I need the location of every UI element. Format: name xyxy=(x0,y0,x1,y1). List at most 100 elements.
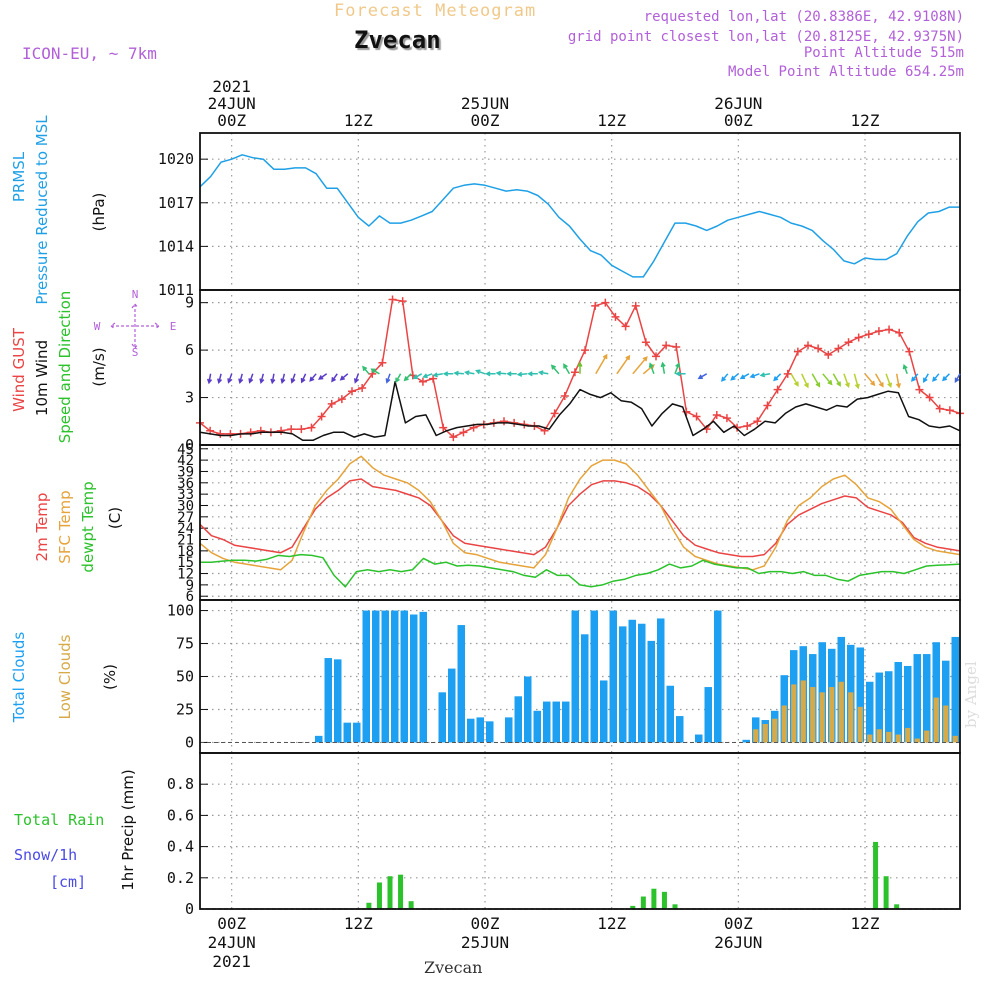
bottom-time-label: 12Z xyxy=(597,914,626,933)
model-point-altitude: Model Point Altitude 654.25m xyxy=(727,64,964,80)
temperature-line-1 xyxy=(199,455,961,571)
top-time-label: 00Z xyxy=(724,111,753,130)
clouds-bar xyxy=(800,680,806,743)
clouds-bar xyxy=(581,634,589,743)
wind-direction-arrow xyxy=(527,371,538,377)
gust-marker xyxy=(692,412,701,421)
clouds-bar xyxy=(543,701,551,743)
wind-direction-arrow xyxy=(227,373,233,384)
gust-marker xyxy=(581,346,590,355)
total-clouds-label: Total Clouds xyxy=(10,632,28,724)
clouds-bar xyxy=(895,734,901,743)
wind-direction-arrow xyxy=(442,371,454,377)
gust-marker xyxy=(905,347,914,356)
credit-watermark: by Angel xyxy=(962,661,980,728)
pressure-line-0 xyxy=(199,154,960,278)
precip-ytick-label: 0.4 xyxy=(167,838,194,856)
clouds-bar xyxy=(772,718,778,743)
gust-marker xyxy=(763,401,772,410)
clouds-unit-label: (%) xyxy=(101,664,119,690)
gust-marker xyxy=(560,391,569,400)
top-time-label: 12Z xyxy=(344,111,373,130)
clouds-bar xyxy=(400,610,408,743)
temperature-ytick-label: 6 xyxy=(186,589,194,605)
clouds-bar xyxy=(829,687,835,743)
pressure-ytick-label: 1011 xyxy=(158,281,194,299)
clouds-bar xyxy=(914,738,920,743)
bottom-time-label: 2021 xyxy=(212,952,251,971)
gust-marker xyxy=(824,350,833,359)
wind-direction-arrow xyxy=(403,373,412,382)
wind-ytick-label: 6 xyxy=(185,341,194,359)
wind-direction-arrow xyxy=(309,373,317,382)
clouds-bar xyxy=(676,716,684,743)
gust-marker xyxy=(418,377,427,386)
clouds-bar xyxy=(562,701,570,743)
wind-direction-arrow xyxy=(495,370,507,376)
wind-line-0 xyxy=(199,298,961,438)
clouds-bar xyxy=(552,701,560,743)
gust-marker xyxy=(550,409,559,418)
temperature-ytick-label: 18 xyxy=(177,544,194,560)
wind-direction-arrow xyxy=(616,354,631,375)
wind-direction-arrow xyxy=(290,373,296,384)
gust-marker xyxy=(814,344,823,353)
wind-direction-arrow xyxy=(874,373,884,388)
gust-marker xyxy=(570,368,579,377)
clouds-bar xyxy=(810,687,816,743)
gust-marker xyxy=(935,404,944,413)
clouds-bar xyxy=(762,723,768,743)
gust-marker xyxy=(256,426,265,435)
wind-direction-arrow xyxy=(577,361,583,374)
clouds-bar xyxy=(372,610,380,743)
wind-direction-arrow xyxy=(300,373,307,384)
gust-marker xyxy=(915,385,924,394)
precip-bar xyxy=(661,891,667,909)
clouds-bar xyxy=(924,730,930,743)
clouds-bar xyxy=(324,658,332,743)
gust-marker xyxy=(348,387,356,396)
wind-direction-arrow xyxy=(885,373,893,388)
compass-west: W xyxy=(94,320,101,333)
clouds-bar xyxy=(791,684,797,743)
snow-unit-label: [cm] xyxy=(50,873,86,891)
wind-direction-arrow xyxy=(749,373,760,379)
wind-direction-arrow xyxy=(801,373,809,389)
clouds-bar xyxy=(704,687,712,743)
wind-direction-arrow xyxy=(675,371,686,377)
wind-direction-arrow xyxy=(853,373,860,390)
precip-ytick-label: 0.6 xyxy=(167,806,194,824)
precip-bar xyxy=(651,888,657,909)
bottom-time-label: 12Z xyxy=(344,914,373,933)
precip-bar xyxy=(672,904,678,909)
clouds-bar xyxy=(343,722,351,743)
wind-direction-arrow xyxy=(238,373,244,384)
wind-ytick-label: 0 xyxy=(185,436,194,454)
clouds-bar xyxy=(838,681,844,743)
bottom-time-label: 25JUN xyxy=(461,933,509,952)
gust-marker xyxy=(672,342,681,351)
top-time-label: 00Z xyxy=(471,111,500,130)
wind-direction-arrow xyxy=(954,373,961,383)
compass-south: S xyxy=(132,346,139,359)
clouds-bar xyxy=(866,681,874,743)
wind-direction-arrow xyxy=(485,371,496,377)
wind-direction-arrow xyxy=(674,362,681,375)
gust-marker xyxy=(297,425,306,434)
snow-label: Snow/1h xyxy=(14,846,77,864)
wind-direction-arrow xyxy=(353,373,360,384)
wind-direction-arrow xyxy=(730,373,739,381)
wind-direction-arrow xyxy=(537,370,549,376)
clouds-bar xyxy=(438,692,446,743)
clouds-bar xyxy=(905,727,911,743)
footer-location: Zvecan xyxy=(424,958,483,977)
temperature-ytick-label: 27 xyxy=(177,510,194,526)
wind-direction-arrow xyxy=(759,372,771,378)
total-rain-label: Total Rain xyxy=(14,811,104,829)
sfc-temp-label: SFC Temp xyxy=(56,490,74,563)
wind-direction-arrow xyxy=(932,373,940,382)
clouds-bar xyxy=(913,654,921,743)
temperature-ytick-label: 24 xyxy=(177,521,194,537)
clouds-bar xyxy=(856,647,864,743)
